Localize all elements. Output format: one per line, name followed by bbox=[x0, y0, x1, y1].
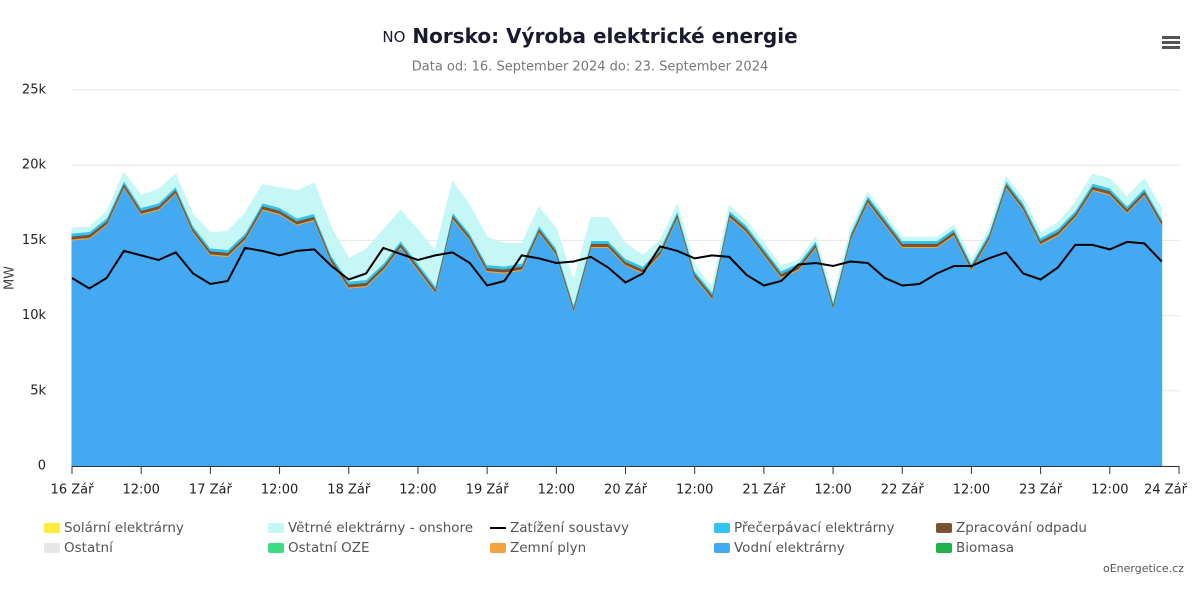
legend-swatch bbox=[268, 523, 284, 533]
x-tick-label: 16 Zář bbox=[51, 483, 95, 498]
legend-swatch bbox=[714, 543, 730, 553]
menu-button[interactable] bbox=[1162, 36, 1180, 49]
x-tick-label: 12:00 bbox=[122, 483, 159, 498]
menu-bar bbox=[1162, 46, 1180, 49]
y-tick-label: 20k bbox=[22, 158, 47, 173]
x-tick-label: 18 Zář bbox=[327, 483, 371, 498]
legend-label: Větrné elektrárny - onshore bbox=[288, 520, 473, 536]
y-axis-label: MW bbox=[3, 266, 18, 290]
legend-label: Solární elektrárny bbox=[64, 520, 184, 536]
legend-item[interactable]: Zpracování odpadu bbox=[936, 520, 1087, 536]
legend-item[interactable]: Zatížení soustavy bbox=[490, 520, 629, 536]
credit: oEnergetice.cz bbox=[1103, 562, 1184, 575]
legend-item[interactable]: Vodní elektrárny bbox=[714, 540, 845, 556]
legend-label: Zatížení soustavy bbox=[510, 520, 629, 536]
subtitle: Data od: 16. September 2024 do: 23. Sept… bbox=[412, 60, 769, 75]
legend-label: Biomasa bbox=[956, 540, 1014, 556]
legend-label: Přečerpávací elektrárny bbox=[734, 520, 894, 536]
legend-item[interactable]: Zemní plyn bbox=[490, 540, 586, 556]
x-tick-label: 12:00 bbox=[953, 483, 990, 498]
legend-swatch bbox=[268, 543, 284, 553]
x-tick-label: 17 Zář bbox=[189, 483, 233, 498]
legend-item[interactable]: Solární elektrárny bbox=[44, 520, 184, 536]
y-tick-label: 15k bbox=[22, 233, 47, 248]
legend-item[interactable]: Ostatní bbox=[44, 540, 114, 556]
x-tick-label: 20 Zář bbox=[604, 483, 648, 498]
x-tick-label: 12:00 bbox=[1091, 483, 1128, 498]
legend-label: Ostatní bbox=[64, 540, 114, 556]
plot bbox=[71, 171, 1163, 467]
x-tick-label: 12:00 bbox=[676, 483, 713, 498]
title-code: NO bbox=[382, 28, 405, 46]
legend-swatch bbox=[44, 543, 60, 553]
legend-label: Ostatní OZE bbox=[288, 540, 370, 556]
legend-swatch bbox=[44, 523, 60, 533]
legend-label: Zemní plyn bbox=[510, 540, 586, 556]
menu-bar bbox=[1162, 41, 1180, 44]
x-tick-label: 12:00 bbox=[814, 483, 851, 498]
legend-item[interactable]: Biomasa bbox=[936, 540, 1014, 556]
legend-swatch bbox=[490, 543, 506, 553]
area bbox=[71, 171, 1163, 306]
line bbox=[71, 240, 1163, 290]
x-tick-label: 24 Zář bbox=[1144, 483, 1188, 498]
x-tick-label: 22 Zář bbox=[881, 483, 925, 498]
legend-swatch bbox=[936, 523, 952, 533]
legend-item[interactable]: Ostatní OZE bbox=[268, 540, 370, 556]
legend-item[interactable]: Přečerpávací elektrárny bbox=[714, 520, 894, 536]
x-tick-label: 21 Zář bbox=[742, 483, 786, 498]
y-tick-label: 5k bbox=[30, 383, 46, 398]
legend-swatch bbox=[714, 523, 730, 533]
chart-title: NO Norsko: Výroba elektrické energie bbox=[382, 24, 797, 48]
legend-swatch bbox=[936, 543, 952, 553]
x-tick-label: 12:00 bbox=[261, 483, 298, 498]
x-tick-label: 19 Zář bbox=[466, 483, 510, 498]
y-tick-label: 0 bbox=[38, 459, 46, 474]
x-tick-label: 23 Zář bbox=[1019, 483, 1063, 498]
x-tick-label: 12:00 bbox=[399, 483, 436, 498]
legend-item[interactable]: Větrné elektrárny - onshore bbox=[268, 520, 473, 536]
y-tick-label: 25k bbox=[22, 83, 47, 98]
axes: 0 5k 10k 15k 20k 25k 16 Zář 12:00 17 Zář 12:00 18 … bbox=[22, 83, 1188, 498]
legend-label: Vodní elektrárny bbox=[734, 540, 845, 556]
menu-bar bbox=[1162, 36, 1180, 39]
legend: Solární elektrárny Větrné elektrárny - on… bbox=[44, 520, 1087, 556]
y-tick-label: 10k bbox=[22, 308, 47, 323]
title-text: Norsko: Výroba elektrické energie bbox=[412, 24, 797, 48]
x-tick-label: 12:00 bbox=[538, 483, 575, 498]
legend-label: Zpracování odpadu bbox=[956, 520, 1087, 536]
